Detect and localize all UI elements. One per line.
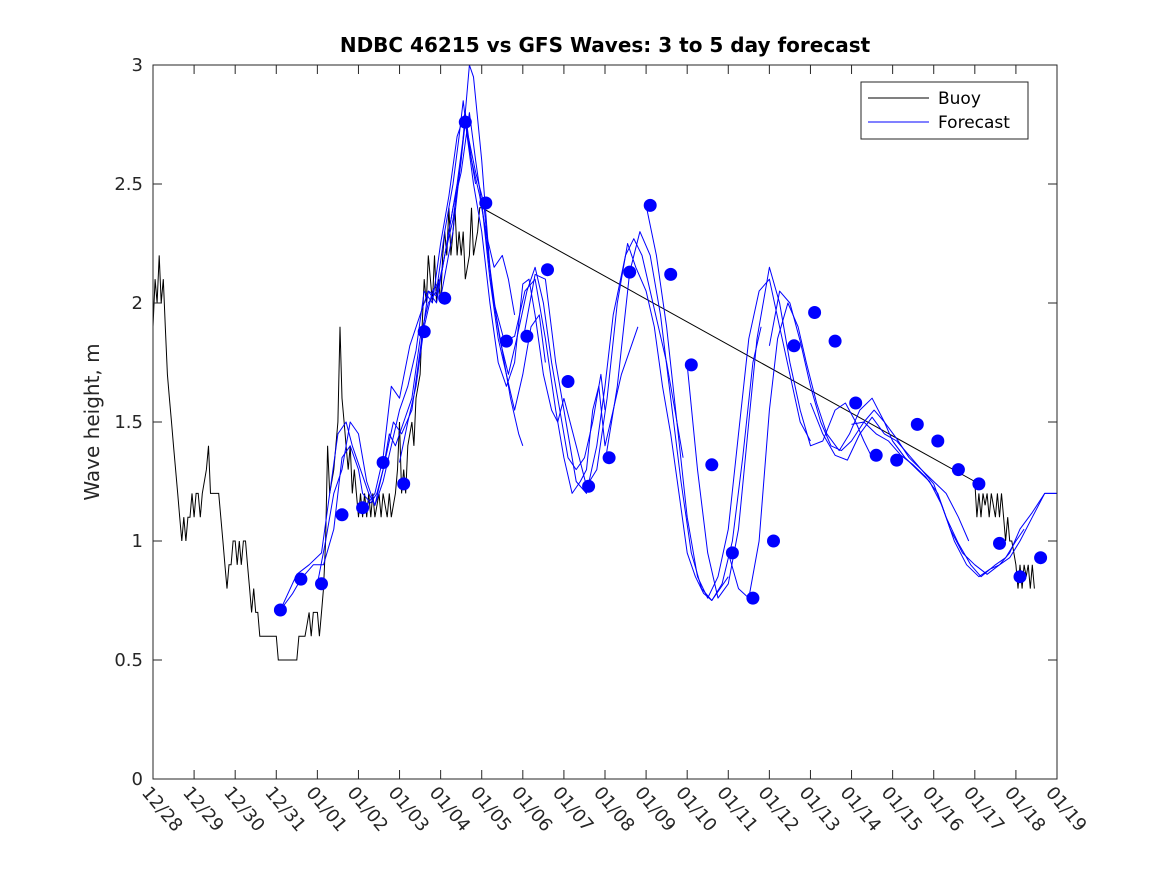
forecast-point-33 [931, 434, 945, 448]
y-axis-label: Wave height, m [80, 343, 104, 500]
forecast-point-32 [910, 417, 924, 431]
forecast-point-9 [438, 291, 452, 305]
chart-title: NDBC 46215 vs GFS Waves: 3 to 5 day fore… [340, 33, 871, 57]
forecast-point-1 [273, 603, 287, 617]
forecast-point-5 [356, 501, 370, 515]
legend: Buoy Forecast [860, 81, 1029, 140]
forecast-line-11 [645, 205, 811, 599]
forecast-point-16 [582, 479, 596, 493]
forecast-point-13 [520, 329, 534, 343]
forecast-point-14 [541, 263, 554, 277]
forecast-point-29 [849, 396, 863, 410]
forecast-line-10 [604, 231, 762, 601]
forecast-line-1 [279, 100, 477, 611]
forecast-point-8 [417, 325, 431, 339]
forecast-point-7 [397, 477, 411, 491]
forecast-line-16 [851, 421, 1057, 575]
y-axis: 0 0.5 1 1.5 2 2.5 3 [114, 55, 1057, 790]
y-tick-label: 2.5 [114, 174, 143, 195]
legend-forecast-label: Forecast [938, 113, 1010, 133]
forecast-point-25 [767, 534, 780, 548]
forecast-point-6 [376, 456, 390, 469]
forecast-point-22 [705, 458, 719, 472]
forecast-point-2 [294, 572, 308, 586]
forecast-line-8 [522, 238, 684, 494]
forecast-point-17 [602, 451, 616, 465]
forecast-point-31 [890, 453, 904, 467]
forecast-point-3 [315, 577, 328, 591]
marker-layer [273, 115, 1048, 617]
plot-area [153, 65, 1057, 779]
forecast-point-15 [561, 375, 575, 388]
y-tick-label: 3 [132, 55, 143, 76]
forecast-point-19 [643, 198, 657, 212]
forecast-point-10 [458, 115, 472, 129]
y-tick-label: 0.5 [114, 650, 143, 671]
forecast-point-37 [1013, 570, 1027, 584]
forecast-point-38 [1034, 551, 1048, 565]
forecast-point-12 [499, 334, 513, 348]
forecast-line-5 [399, 121, 565, 463]
forecast-line-12 [686, 266, 873, 599]
y-tick-label: 1.5 [114, 412, 143, 433]
y-tick-label: 2 [132, 293, 143, 314]
forecast-line-15 [810, 402, 1025, 578]
forecast-point-28 [828, 334, 842, 348]
forecast-point-30 [869, 448, 883, 462]
forecast-point-23 [725, 546, 739, 560]
forecast-point-11 [479, 196, 493, 210]
forecast-point-21 [684, 358, 698, 372]
forecast-point-36 [993, 536, 1006, 550]
y-tick-label: 1 [132, 531, 143, 552]
forecast-point-20 [664, 267, 678, 281]
forecast-point-34 [951, 463, 965, 477]
forecast-point-26 [787, 339, 801, 353]
series-layer [152, 64, 1057, 661]
legend-box [860, 81, 1029, 140]
forecast-point-24 [746, 591, 760, 605]
forecast-line-9 [563, 243, 729, 601]
y-tick-label: 0 [132, 769, 143, 790]
forecast-point-35 [972, 477, 986, 491]
forecast-line-4 [358, 112, 546, 513]
forecast-point-4 [335, 508, 349, 522]
forecast-line-17 [892, 440, 1057, 578]
buoy-series-line [152, 207, 1035, 661]
legend-buoy-label: Buoy [938, 89, 981, 109]
forecast-point-27 [808, 306, 822, 319]
forecast-line-6 [440, 121, 606, 471]
forecast-point-18 [623, 265, 637, 279]
